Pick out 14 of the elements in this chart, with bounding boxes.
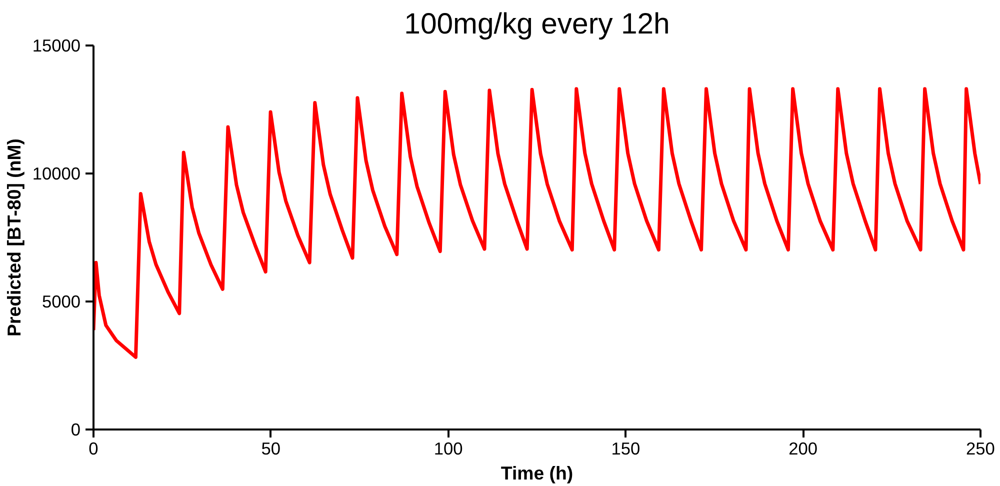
x-tick-label: 200: [788, 438, 818, 458]
y-tick-label: 10000: [32, 164, 80, 184]
x-tick-label: 250: [966, 438, 995, 458]
x-tick-label: 150: [611, 438, 640, 458]
y-axis-title: Predicted [BT-80] (nM): [3, 138, 24, 336]
y-tick-label: 0: [70, 420, 81, 440]
chart-title: 100mg/kg every 12h: [404, 8, 670, 40]
y-tick-label: 5000: [42, 292, 81, 312]
x-tick-label: 0: [88, 438, 98, 458]
y-tick-label: 15000: [32, 36, 80, 56]
line-series: [94, 87, 980, 359]
x-tick-label: 50: [261, 438, 281, 458]
x-axis-title: Time (h): [500, 462, 574, 484]
x-tick-label: 100: [434, 438, 463, 458]
